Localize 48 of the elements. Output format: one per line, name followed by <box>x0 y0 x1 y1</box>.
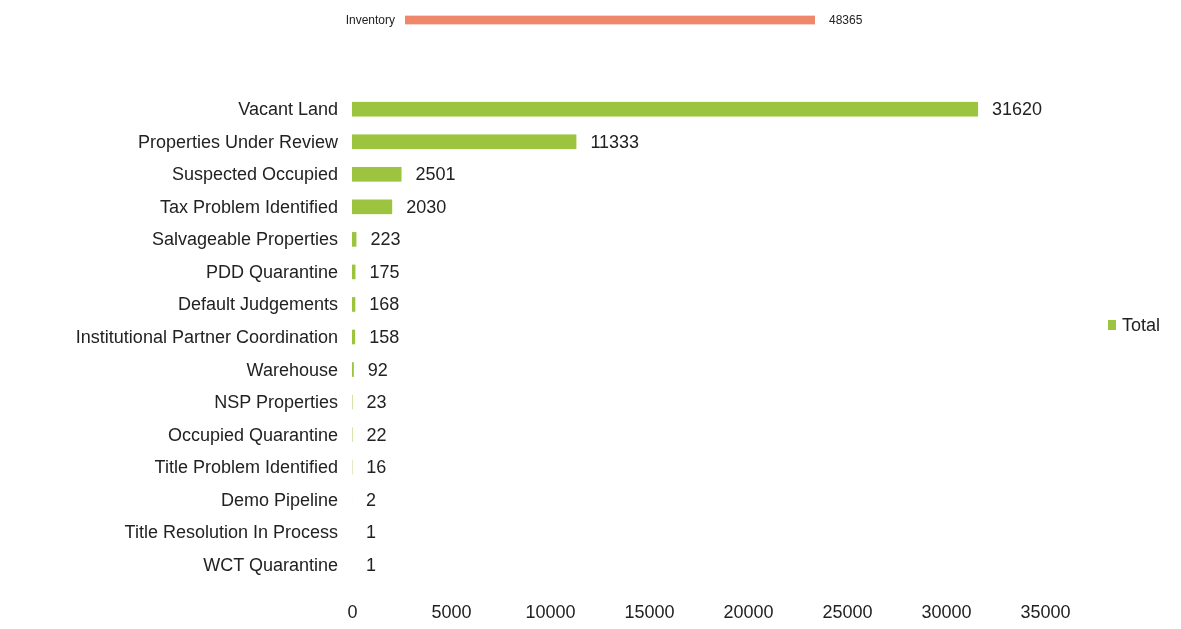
x-tick-label: 25000 <box>822 601 873 622</box>
bar <box>352 134 577 150</box>
data-label: 23 <box>366 392 387 413</box>
y-tick-label: WCT Quarantine <box>203 554 338 575</box>
bar <box>352 232 357 247</box>
bar <box>352 166 402 182</box>
data-label: 1 <box>366 554 377 575</box>
data-label: 16 <box>366 457 387 478</box>
x-tick-label: 20000 <box>723 601 774 622</box>
x-tick-label: 5000 <box>431 601 472 622</box>
data-label: 2030 <box>406 196 447 217</box>
y-tick-label: NSP Properties <box>214 392 338 413</box>
y-tick-label: Tax Problem Identified <box>159 196 338 217</box>
data-label: 223 <box>370 229 401 250</box>
y-tick-label: Salvageable Properties <box>151 229 338 250</box>
data-label: 11333 <box>590 131 640 152</box>
x-tick-label: 0 <box>347 601 358 622</box>
bar <box>352 329 356 345</box>
x-tick-label: 35000 <box>1020 601 1071 622</box>
x-tick-label: 15000 <box>624 601 675 622</box>
x-tick-label: 10000 <box>525 601 576 622</box>
data-label: 168 <box>369 294 400 315</box>
x-tick-label: 30000 <box>921 601 972 622</box>
bar <box>352 101 979 117</box>
y-tick-label: Institutional Partner Coordination <box>75 327 338 347</box>
y-tick-label: Occupied Quarantine <box>167 424 338 445</box>
y-tick-label: Default Judgements <box>177 294 338 315</box>
data-label: 22 <box>366 424 387 445</box>
y-tick-label: Suspected Occupied <box>171 164 338 185</box>
data-label: 31620 <box>992 99 1043 120</box>
y-tick-label: Properties Under Review <box>137 131 339 152</box>
y-tick-label: Title Problem Identified <box>154 457 338 478</box>
bar <box>352 199 393 215</box>
y-tick-label: PDD Quarantine <box>205 261 338 282</box>
y-tick-label: Vacant Land <box>238 99 338 120</box>
bar <box>352 297 356 312</box>
y-tick-label: Title Resolution In Process <box>124 522 338 543</box>
data-label: 92 <box>367 359 388 380</box>
data-label: 175 <box>369 261 400 282</box>
y-tick-label: Warehouse <box>246 359 338 380</box>
y-tick-label: Inventory <box>345 13 395 27</box>
y-tick-label: Demo Pipeline <box>220 489 338 510</box>
data-label: 158 <box>369 327 400 347</box>
data-label: 2 <box>366 489 377 510</box>
data-label: 48365 <box>829 13 863 27</box>
data-label: 2501 <box>415 164 456 185</box>
legend-label: Total <box>1122 315 1161 335</box>
data-label: 1 <box>366 522 377 543</box>
